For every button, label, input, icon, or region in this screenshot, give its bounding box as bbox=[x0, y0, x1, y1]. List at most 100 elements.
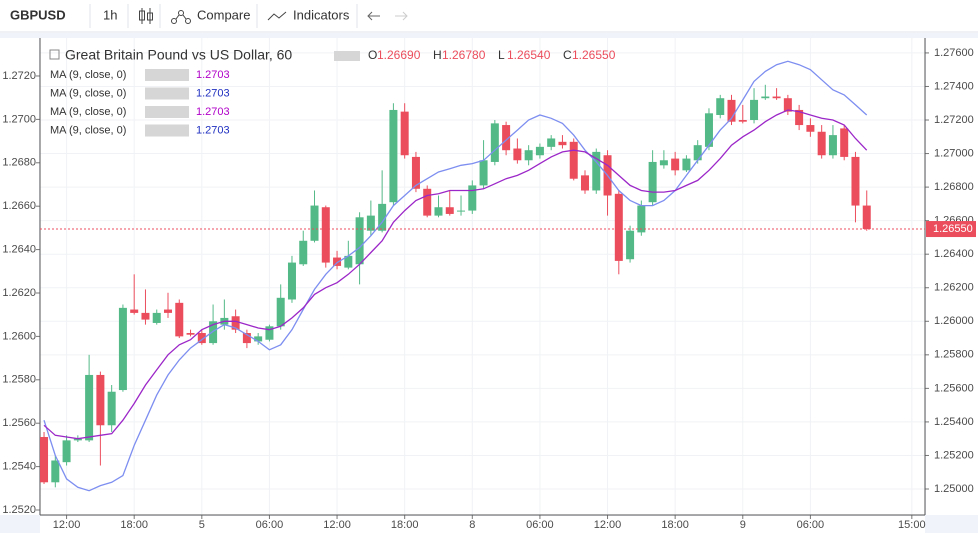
candle-body bbox=[62, 440, 71, 463]
compare-button[interactable]: Compare bbox=[197, 7, 250, 22]
x-tick-label: 12:00 bbox=[53, 519, 81, 531]
ohlc-key: C bbox=[563, 48, 572, 62]
candle-body bbox=[502, 125, 511, 151]
candle-body bbox=[96, 374, 105, 426]
candle-body bbox=[479, 160, 488, 186]
candle-body bbox=[535, 146, 544, 156]
candle-body bbox=[851, 156, 860, 206]
ohlc-value: 1.26690 bbox=[377, 48, 421, 62]
x-tick-label: 06:00 bbox=[256, 519, 284, 531]
x-tick-label: 15:00 bbox=[898, 519, 926, 531]
candle-body bbox=[558, 141, 567, 146]
candle-body bbox=[761, 96, 770, 99]
candle-body bbox=[828, 135, 837, 156]
candle-body bbox=[378, 203, 387, 231]
candle-body bbox=[457, 210, 466, 212]
interval[interactable]: 1h bbox=[103, 7, 117, 22]
compare-icon[interactable] bbox=[171, 10, 191, 24]
chart-title: Great Britain Pound vs US Dollar, 60 bbox=[65, 47, 292, 63]
ohlc-key: L bbox=[498, 48, 505, 62]
left-axis bbox=[0, 38, 39, 515]
candle-body bbox=[648, 161, 657, 203]
series bbox=[40, 60, 925, 492]
study-buttons bbox=[145, 106, 189, 118]
candle-body bbox=[659, 160, 668, 166]
x-tick-label: 8 bbox=[469, 519, 475, 531]
candle-body bbox=[513, 148, 522, 161]
study-buttons bbox=[145, 87, 189, 100]
settings-icon bbox=[334, 51, 360, 61]
candle-body bbox=[580, 175, 589, 191]
y2-tick-label: 1.2560 bbox=[2, 417, 36, 429]
study-value: 1.2703 bbox=[196, 124, 230, 136]
indicators-icon[interactable] bbox=[267, 11, 287, 21]
y-tick-label: 1.26800 bbox=[934, 181, 974, 193]
x-tick-label: 18:00 bbox=[661, 519, 689, 531]
chart-style-icon[interactable] bbox=[139, 8, 153, 24]
y-tick-label: 1.27400 bbox=[934, 80, 974, 92]
y-tick-label: 1.25400 bbox=[934, 416, 974, 428]
candle-body bbox=[434, 207, 443, 216]
candle-body bbox=[85, 374, 94, 441]
candle-body bbox=[175, 302, 184, 337]
symbol[interactable]: GBPUSD bbox=[10, 7, 66, 22]
y-tick-label: 1.25200 bbox=[934, 449, 974, 461]
candle-body bbox=[107, 391, 116, 426]
ohlc-value: 1.26780 bbox=[442, 48, 486, 62]
candle-body bbox=[310, 205, 319, 241]
candle-body bbox=[569, 141, 578, 179]
y-tick-label: 1.25600 bbox=[934, 382, 974, 394]
redo-button[interactable] bbox=[395, 11, 408, 21]
candle-body bbox=[468, 185, 477, 211]
candle-body bbox=[389, 109, 398, 203]
study-name: MA (9, close, 0) bbox=[50, 124, 126, 136]
y-tick-label: 1.25000 bbox=[934, 483, 974, 495]
x-tick-label: 06:00 bbox=[797, 519, 825, 531]
y2-tick-label: 1.2600 bbox=[2, 330, 36, 342]
x-tick-label: 12:00 bbox=[594, 519, 622, 531]
candle-body bbox=[862, 205, 871, 230]
candle-body bbox=[242, 333, 251, 344]
y2-tick-label: 1.2640 bbox=[2, 243, 36, 255]
candle-body bbox=[806, 125, 815, 132]
candle-body bbox=[671, 158, 680, 171]
study-name: MA (9, close, 0) bbox=[50, 69, 126, 81]
y-tick-label: 1.26400 bbox=[934, 248, 974, 260]
candle-body bbox=[817, 131, 826, 156]
candle-body bbox=[704, 113, 713, 147]
candle-body bbox=[254, 336, 263, 342]
candle-body bbox=[423, 188, 432, 216]
ma-line bbox=[43, 109, 868, 440]
undo-button[interactable] bbox=[367, 11, 380, 21]
y-tick-label: 1.27600 bbox=[934, 47, 974, 59]
ohlc-key: H bbox=[433, 48, 442, 62]
study-buttons bbox=[145, 69, 189, 81]
study-value: 1.2703 bbox=[196, 87, 230, 99]
candle-body bbox=[265, 326, 274, 340]
candle-body bbox=[411, 156, 420, 189]
candle-body bbox=[344, 255, 353, 268]
candle-body bbox=[614, 193, 623, 261]
candle-body bbox=[490, 123, 499, 162]
x-tick-label: 9 bbox=[740, 519, 746, 531]
candle-body bbox=[321, 207, 330, 263]
candle-body bbox=[637, 205, 646, 233]
y2-tick-label: 1.2720 bbox=[2, 70, 36, 82]
candle-body bbox=[524, 150, 533, 161]
x-tick-label: 18:00 bbox=[391, 519, 419, 531]
y-tick-label: 1.26000 bbox=[934, 315, 974, 327]
x-tick-label: 5 bbox=[199, 519, 205, 531]
candle-body bbox=[400, 111, 409, 156]
y2-tick-label: 1.2620 bbox=[2, 287, 36, 299]
candle-body bbox=[40, 437, 49, 483]
candle-body bbox=[130, 309, 139, 313]
toolbar bbox=[0, 0, 978, 32]
indicators-button[interactable]: Indicators bbox=[293, 7, 350, 22]
x-tick-label: 18:00 bbox=[120, 519, 148, 531]
candle-body bbox=[783, 98, 792, 112]
candle-body bbox=[547, 138, 556, 147]
study-value: 1.2703 bbox=[196, 106, 230, 118]
x-tick-label: 12:00 bbox=[323, 519, 351, 531]
